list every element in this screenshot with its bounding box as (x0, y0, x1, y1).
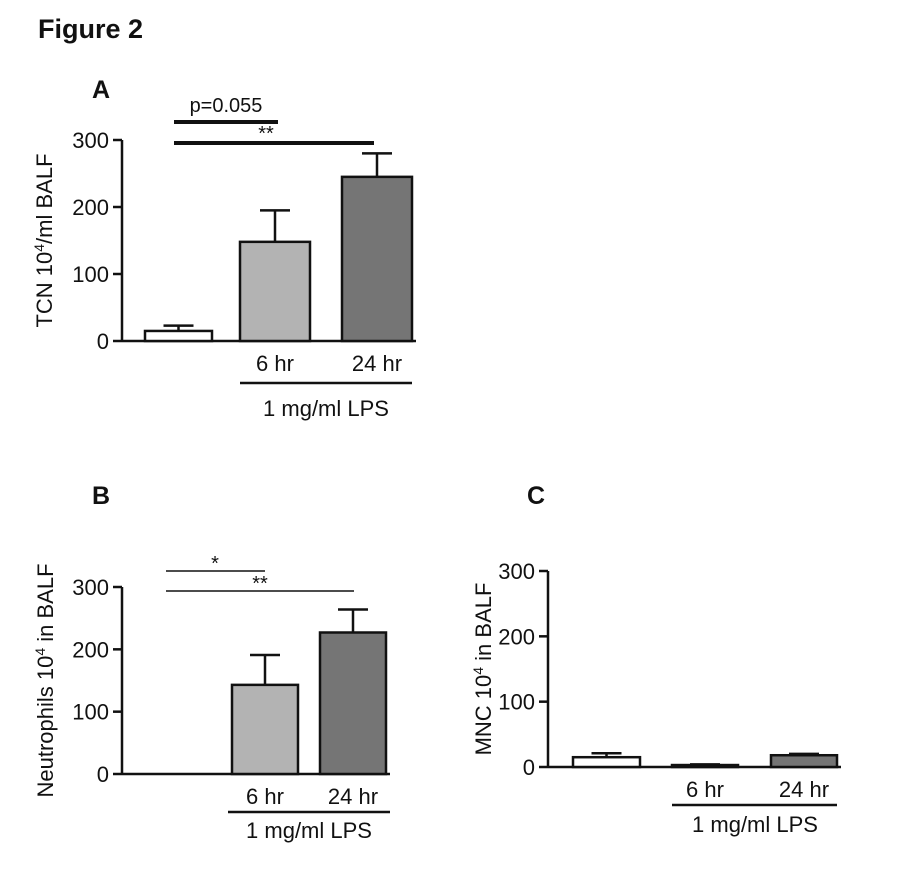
panel-b: B 0 100 200 300 Neutrophils 104 in BALF 6 hr 24… (32, 482, 390, 843)
y-tick-label: 200 (72, 637, 109, 662)
bar (230, 683, 300, 776)
bar (769, 753, 839, 769)
group-label: 1 mg/ml LPS (263, 396, 389, 421)
x-category-label: 24 hr (328, 784, 378, 809)
y-tick-label: 300 (72, 575, 109, 600)
figure-title: Figure 2 (38, 14, 143, 44)
y-axis-label: MNC 104 in BALF (470, 583, 496, 756)
y-tick-label: 200 (72, 195, 109, 220)
y-tick-label: 0 (523, 755, 535, 780)
group-label: 1 mg/ml LPS (692, 812, 818, 837)
y-tick-label: 0 (97, 762, 109, 787)
x-category-label: 6 hr (246, 784, 284, 809)
significance-label: * (211, 553, 219, 575)
panel-letter: A (92, 76, 110, 104)
significance-label: p=0.055 (190, 95, 263, 117)
group-label: 1 mg/ml LPS (246, 818, 372, 843)
bar (238, 240, 312, 343)
y-axis-label: TCN 104/ml BALF (31, 153, 57, 327)
x-category-label: 24 hr (779, 777, 829, 802)
significance-label: ** (258, 123, 274, 145)
y-axis-label: Neutrophils 104 in BALF (32, 563, 58, 797)
y-tick-label: 100 (72, 262, 109, 287)
y-tick-label: 300 (498, 559, 535, 584)
panel-letter: C (527, 482, 545, 510)
y-tick-label: 0 (97, 329, 109, 354)
significance-label: ** (252, 573, 268, 595)
y-tick-label: 100 (498, 690, 535, 715)
bar (340, 175, 414, 343)
x-category-label: 24 hr (352, 351, 402, 376)
panel-letter: B (92, 482, 110, 510)
x-category-label: 6 hr (686, 777, 724, 802)
y-tick-label: 200 (498, 624, 535, 649)
y-tick-label: 300 (72, 128, 109, 153)
x-category-label: 6 hr (256, 351, 294, 376)
y-tick-label: 100 (72, 700, 109, 725)
bar (571, 755, 642, 769)
bar (318, 631, 388, 776)
bar (143, 329, 214, 343)
panel-a: A 0 100 200 300 TCN 104/ml BALF 6 hr 24 hr 1 mg/… (31, 76, 416, 421)
